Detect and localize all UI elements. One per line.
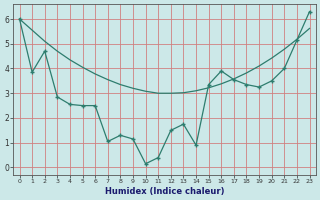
X-axis label: Humidex (Indice chaleur): Humidex (Indice chaleur)	[105, 187, 224, 196]
